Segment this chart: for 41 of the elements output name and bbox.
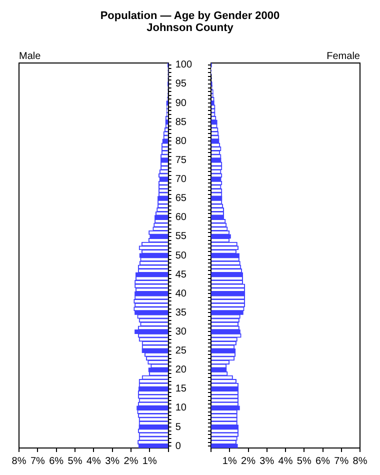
y-tick-label: 30	[175, 326, 187, 338]
y-tick-label: 70	[175, 174, 187, 186]
chart-subtitle: Johnson County	[146, 22, 234, 34]
text: Male	[19, 50, 42, 62]
x-tick-label: 3%	[260, 456, 274, 467]
y-tick-label: 100	[175, 60, 192, 71]
y-tick-label: 35	[175, 307, 187, 318]
y-tick-label: 15	[175, 384, 187, 395]
x-tick-label: 2%	[124, 456, 138, 467]
y-tick-label: 40	[175, 288, 187, 300]
y-tick-label: 75	[175, 154, 187, 166]
x-tick-label: 4%	[278, 456, 293, 467]
y-tick-label: 85	[175, 116, 187, 128]
chart-title: Population — Age by Gender 2000	[99, 10, 281, 22]
y-tick-label: 50	[175, 250, 187, 262]
x-tick-label: 4%	[86, 456, 101, 467]
y-tick-label: 65	[175, 193, 187, 204]
x-tick-label: 7%	[334, 456, 349, 467]
x-tick-label: 1%	[222, 456, 237, 467]
y-tick-label: 5	[175, 422, 182, 433]
x-tick-label: 3%	[105, 456, 120, 467]
x-tick-label: 6%	[316, 456, 330, 467]
y-tick-label: 10	[175, 402, 187, 414]
x-tick-label: 6%	[49, 456, 64, 467]
x-tick-label: 5%	[296, 456, 312, 467]
y-tick-label: 0	[175, 440, 182, 452]
text: Female	[326, 50, 360, 62]
y-tick-label: 55	[175, 231, 187, 242]
y-tick-label: 95	[175, 78, 187, 90]
x-tick-label: 1%	[142, 456, 157, 467]
y-tick-label: 60	[175, 212, 187, 224]
x-tick-label: 5%	[68, 456, 82, 467]
y-tick-label: 90	[175, 98, 187, 109]
y-tick-label: 80	[175, 136, 187, 147]
x-tick-label: 8%	[352, 456, 368, 467]
y-tick-label: 20	[175, 364, 187, 376]
y-tick-label: 25	[175, 346, 187, 357]
x-tick-label: 2%	[241, 456, 256, 467]
x-tick-label: 8%	[12, 456, 26, 467]
x-tick-label: 7%	[30, 456, 45, 467]
y-tick-label: 45	[175, 269, 187, 280]
